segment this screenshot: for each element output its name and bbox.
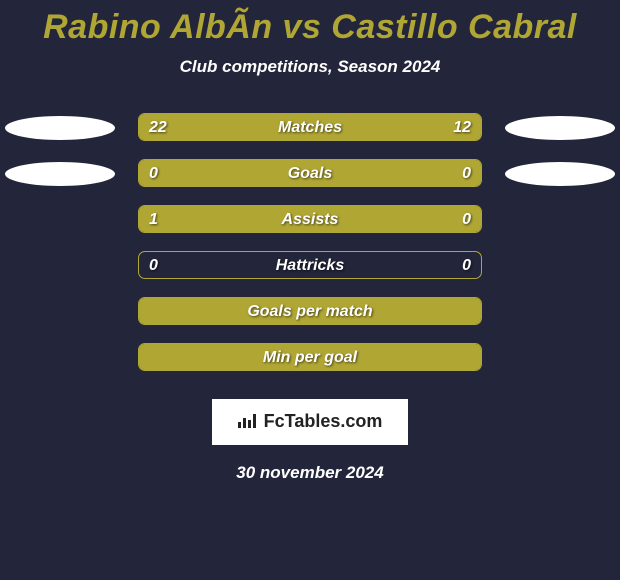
stat-bar: 10Assists: [138, 205, 482, 233]
stat-bar: 00Goals: [138, 159, 482, 187]
stat-row: 00Goals: [0, 159, 620, 187]
watermark-suffix: Tables.com: [285, 411, 383, 431]
stat-label: Hattricks: [139, 252, 481, 279]
stat-row: Min per goal: [0, 343, 620, 371]
player-right-oval: [505, 162, 615, 186]
watermark: FcTables.com: [212, 399, 409, 445]
page-title: Rabino AlbÃn vs Castillo Cabral: [0, 8, 620, 47]
stat-label: Matches: [139, 114, 481, 141]
stat-row: 2212Matches: [0, 113, 620, 141]
subtitle: Club competitions, Season 2024: [0, 57, 620, 77]
footer-date: 30 november 2024: [0, 463, 620, 483]
stat-bar: 00Hattricks: [138, 251, 482, 279]
stat-row: 10Assists: [0, 205, 620, 233]
watermark-prefix: Fc: [264, 411, 285, 431]
stat-bar: Min per goal: [138, 343, 482, 371]
player-left-oval: [5, 162, 115, 186]
stat-label: Assists: [139, 206, 481, 233]
player-right-oval: [505, 116, 615, 140]
watermark-chart-icon: [238, 412, 260, 433]
stat-label: Goals per match: [139, 298, 481, 325]
stat-bar: 2212Matches: [138, 113, 482, 141]
stat-row: Goals per match: [0, 297, 620, 325]
stat-label: Goals: [139, 160, 481, 187]
stats-block: 2212Matches 00Goals 10Assists 00Hattricks Go…: [0, 113, 620, 371]
stat-row: 00Hattricks: [0, 251, 620, 279]
player-left-oval: [5, 116, 115, 140]
stat-bar: Goals per match: [138, 297, 482, 325]
stat-label: Min per goal: [139, 344, 481, 371]
